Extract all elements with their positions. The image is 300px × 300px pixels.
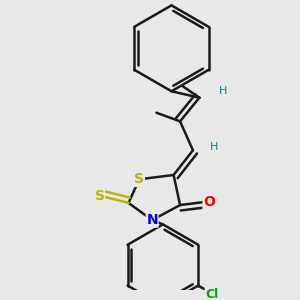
Text: H: H xyxy=(210,142,219,152)
Text: N: N xyxy=(146,213,158,227)
Text: S: S xyxy=(94,190,104,203)
Text: S: S xyxy=(134,172,144,186)
Text: O: O xyxy=(203,195,215,209)
Text: H: H xyxy=(219,86,227,96)
Text: Cl: Cl xyxy=(205,288,219,300)
